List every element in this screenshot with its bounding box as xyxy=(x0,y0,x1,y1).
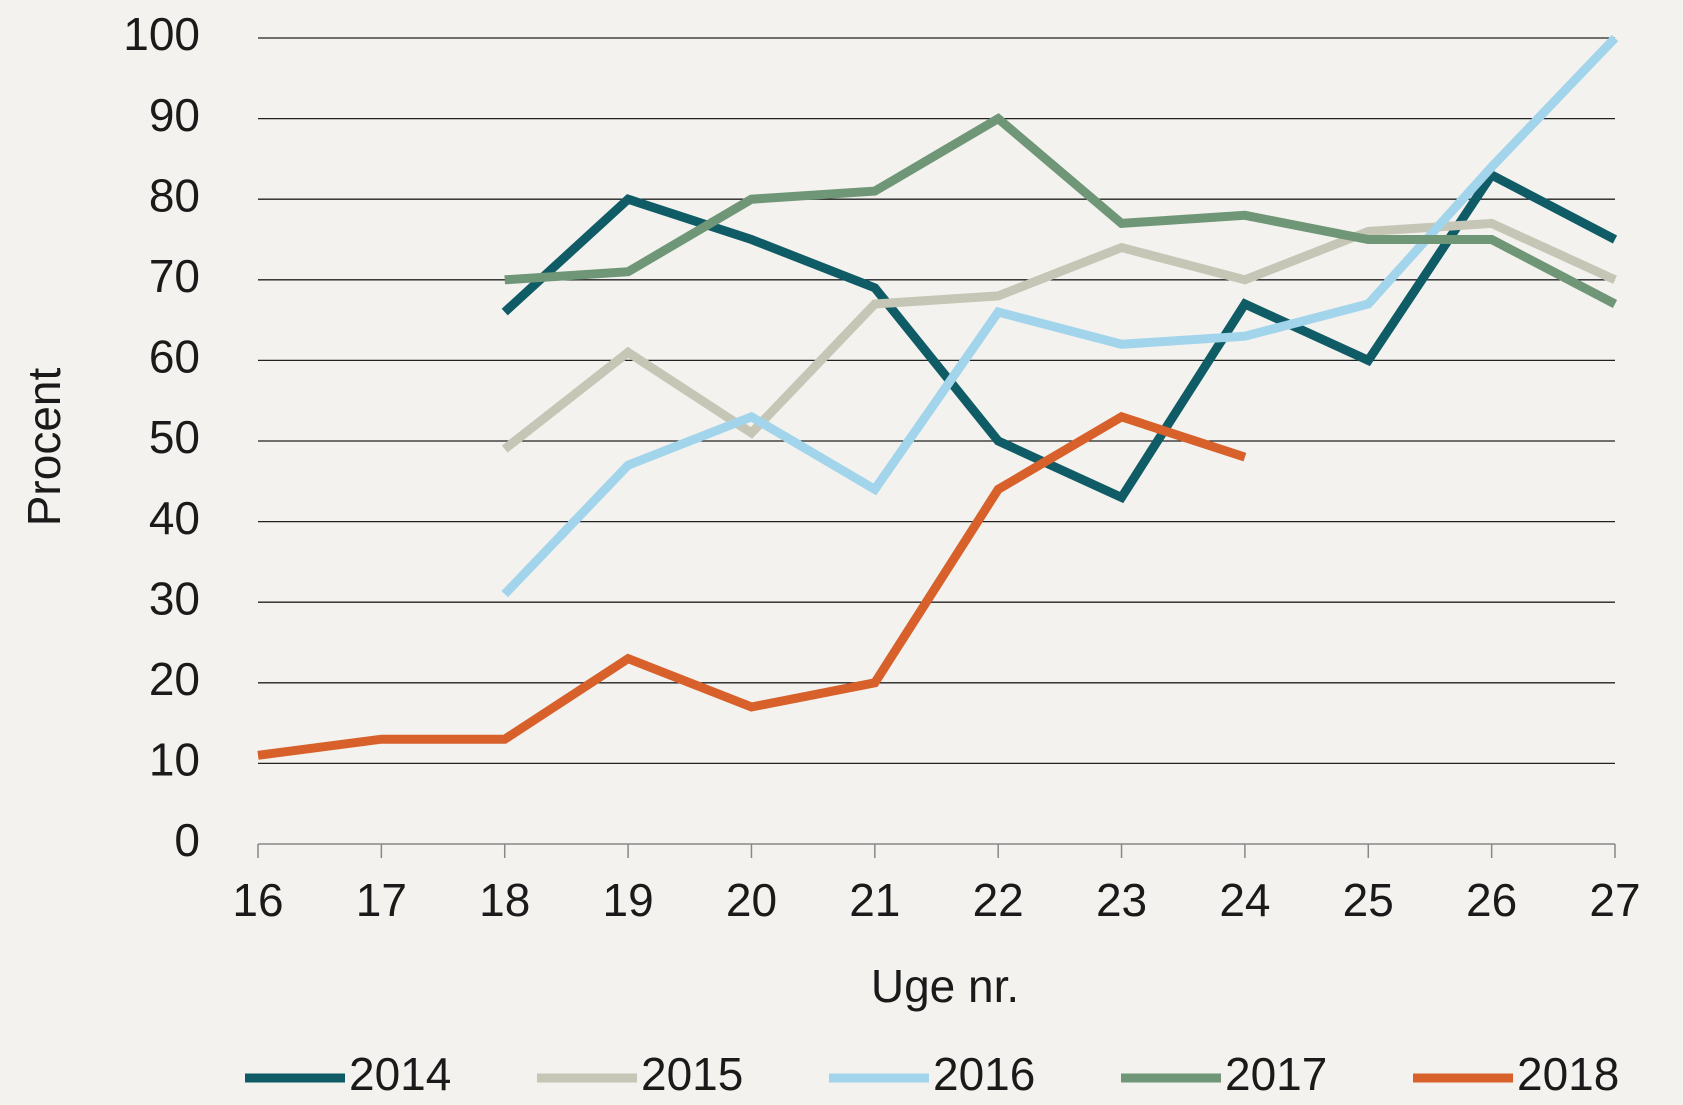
x-tick-label: 24 xyxy=(1219,874,1270,926)
x-tick-label: 25 xyxy=(1343,874,1394,926)
y-tick-label: 70 xyxy=(149,250,200,302)
y-tick-label: 80 xyxy=(149,169,200,221)
legend-label: 2018 xyxy=(1517,1048,1619,1100)
y-tick-label: 20 xyxy=(149,653,200,705)
series-line xyxy=(501,169,1618,504)
x-tick-label: 26 xyxy=(1466,874,1517,926)
x-tick-label: 27 xyxy=(1589,874,1640,926)
legend-label: 2016 xyxy=(933,1048,1035,1100)
series-line xyxy=(504,113,1618,308)
x-tick-label: 16 xyxy=(232,874,283,926)
y-tick-label: 60 xyxy=(149,331,200,383)
y-tick-label: 10 xyxy=(149,734,200,786)
y-tick-label: 50 xyxy=(149,411,200,463)
x-tick-label: 21 xyxy=(849,874,900,926)
legend-label: 2015 xyxy=(641,1048,743,1100)
x-tick-label: 22 xyxy=(973,874,1024,926)
x-tick-label: 18 xyxy=(479,874,530,926)
legend-label: 2014 xyxy=(349,1048,451,1100)
x-tick-label: 17 xyxy=(356,874,407,926)
x-axis-title: Uge nr. xyxy=(871,960,1019,1012)
y-tick-label: 30 xyxy=(149,572,200,624)
x-tick-label: 19 xyxy=(603,874,654,926)
y-tick-label: 40 xyxy=(149,492,200,544)
x-tick-label: 20 xyxy=(726,874,777,926)
legend-label: 2017 xyxy=(1225,1048,1327,1100)
y-tick-label: 90 xyxy=(149,89,200,141)
series-line xyxy=(501,218,1617,453)
y-tick-label: 0 xyxy=(174,814,200,866)
y-tick-label: 100 xyxy=(123,8,200,60)
y-axis-title: Procent xyxy=(18,368,70,527)
series-line xyxy=(257,411,1247,760)
x-tick-label: 23 xyxy=(1096,874,1147,926)
